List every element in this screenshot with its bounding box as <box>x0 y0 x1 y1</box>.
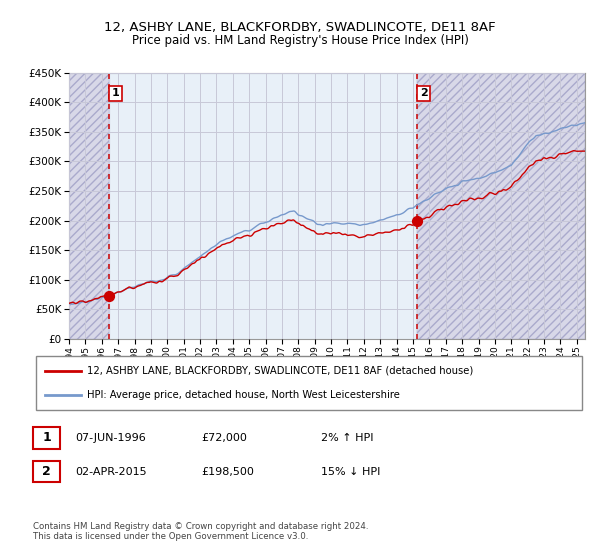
Bar <box>417 73 585 339</box>
Text: HPI: Average price, detached house, North West Leicestershire: HPI: Average price, detached house, Nort… <box>87 390 400 400</box>
Point <box>412 217 422 226</box>
Text: 07-JUN-1996: 07-JUN-1996 <box>75 433 146 443</box>
Text: 12, ASHBY LANE, BLACKFORDBY, SWADLINCOTE, DE11 8AF: 12, ASHBY LANE, BLACKFORDBY, SWADLINCOTE… <box>104 21 496 34</box>
Text: 02-APR-2015: 02-APR-2015 <box>75 466 146 477</box>
Text: 1: 1 <box>42 431 51 445</box>
Bar <box>69 73 109 339</box>
Point <box>104 292 114 301</box>
Bar <box>69 73 109 339</box>
Text: 15% ↓ HPI: 15% ↓ HPI <box>321 466 380 477</box>
Text: 2% ↑ HPI: 2% ↑ HPI <box>321 433 373 443</box>
Text: £72,000: £72,000 <box>201 433 247 443</box>
Text: 1: 1 <box>112 88 119 99</box>
Text: 2: 2 <box>42 465 51 478</box>
Text: 2: 2 <box>420 88 428 99</box>
Text: £198,500: £198,500 <box>201 466 254 477</box>
Text: Contains HM Land Registry data © Crown copyright and database right 2024.
This d: Contains HM Land Registry data © Crown c… <box>33 522 368 542</box>
Bar <box>417 73 585 339</box>
Text: Price paid vs. HM Land Registry's House Price Index (HPI): Price paid vs. HM Land Registry's House … <box>131 34 469 46</box>
Text: 12, ASHBY LANE, BLACKFORDBY, SWADLINCOTE, DE11 8AF (detached house): 12, ASHBY LANE, BLACKFORDBY, SWADLINCOTE… <box>87 366 473 376</box>
